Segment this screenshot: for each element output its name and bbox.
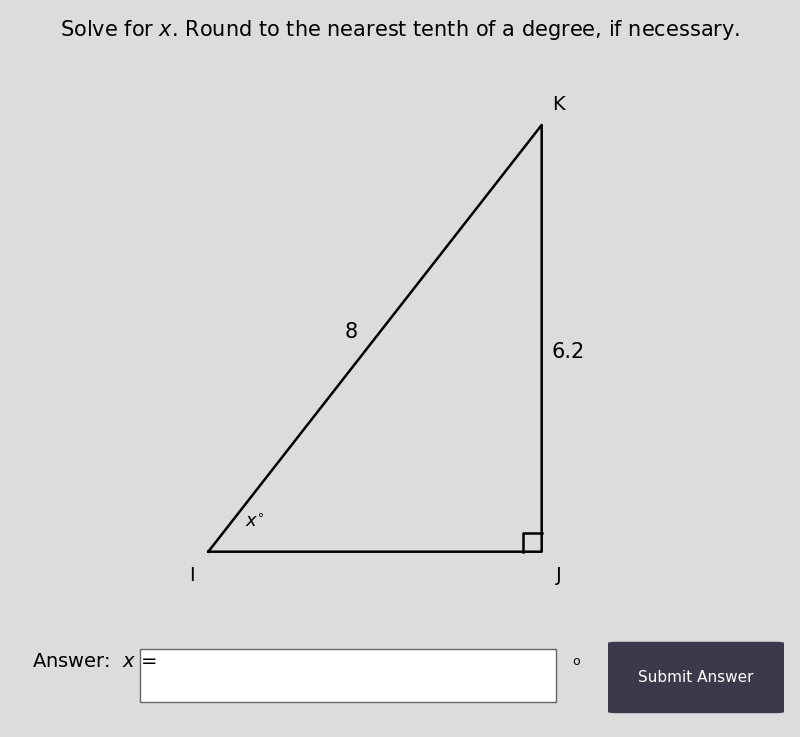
Text: Answer:  $x$ =: Answer: $x$ = bbox=[32, 652, 157, 671]
Text: o: o bbox=[572, 655, 580, 668]
FancyBboxPatch shape bbox=[608, 642, 784, 713]
Text: 8: 8 bbox=[345, 321, 358, 342]
Text: J: J bbox=[555, 565, 562, 584]
Text: 6.2: 6.2 bbox=[552, 342, 585, 362]
Text: Submit Answer: Submit Answer bbox=[638, 670, 754, 685]
Text: Solve for $x$. Round to the nearest tenth of a degree, if necessary.: Solve for $x$. Round to the nearest tent… bbox=[60, 18, 740, 43]
Text: I: I bbox=[189, 565, 194, 584]
Text: K: K bbox=[552, 95, 565, 114]
FancyBboxPatch shape bbox=[140, 649, 556, 702]
Text: $x^{\circ}$: $x^{\circ}$ bbox=[245, 513, 265, 531]
